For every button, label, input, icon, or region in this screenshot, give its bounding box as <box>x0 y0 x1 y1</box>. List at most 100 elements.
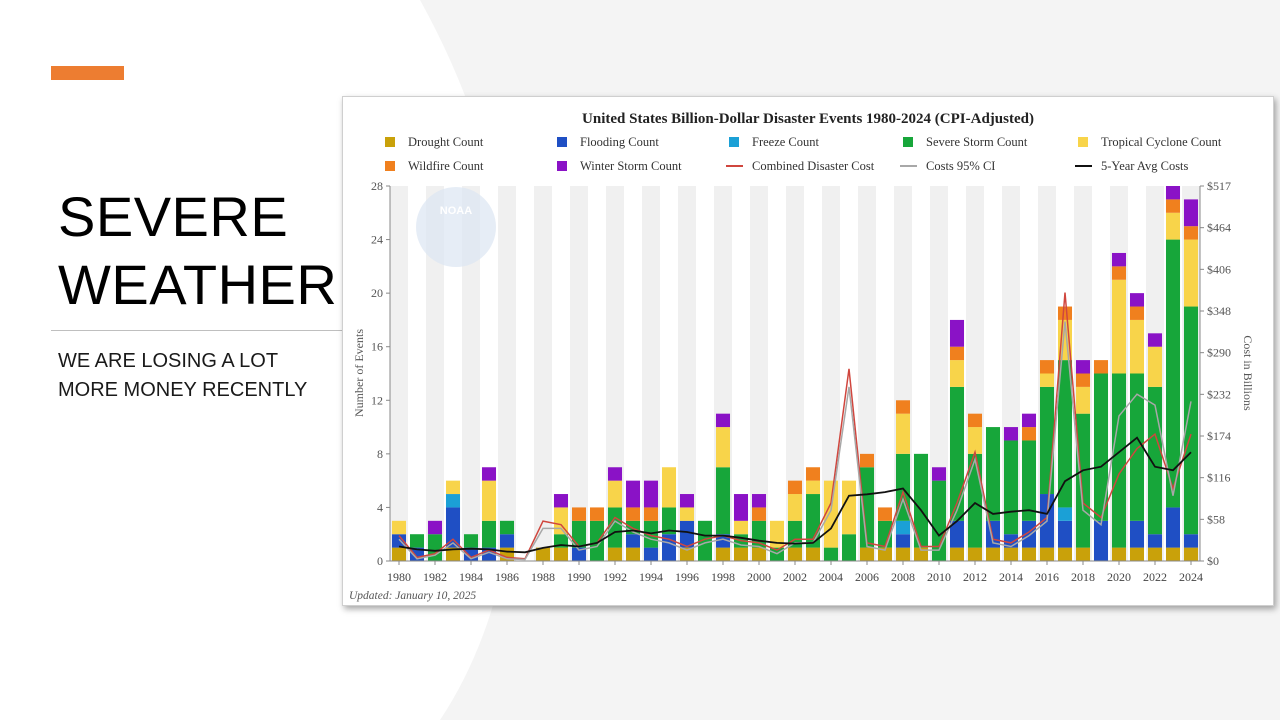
bar-segment <box>913 453 929 548</box>
x-tick-label: 2006 <box>855 570 879 584</box>
y2-tick-label: $0 <box>1207 554 1219 568</box>
bar-segment <box>715 413 731 428</box>
bar-segment <box>823 547 839 561</box>
bar-segment <box>949 360 965 387</box>
bar-segment <box>1129 319 1145 374</box>
x-tick-label: 2024 <box>1179 570 1203 584</box>
bar-segment <box>1003 547 1019 561</box>
disaster-chart: United States Billion-Dollar Disaster Ev… <box>349 111 1255 602</box>
bar-segment <box>1165 507 1181 548</box>
bar-segment <box>625 507 641 521</box>
y-axis-label: Number of Events <box>352 329 366 417</box>
bar-segment <box>607 507 623 548</box>
column-band <box>462 186 480 561</box>
y2-tick-label: $406 <box>1207 262 1231 276</box>
bar-segment <box>625 480 641 508</box>
bar-segment <box>949 520 965 548</box>
legend-label: Drought Count <box>408 135 484 149</box>
bar-segment <box>805 467 821 481</box>
y-tick-label: 4 <box>377 500 383 514</box>
bar-segment <box>787 480 803 495</box>
bar-segment <box>1057 520 1073 548</box>
column-band <box>642 186 660 561</box>
bar-segment <box>571 547 587 561</box>
x-tick-label: 1986 <box>495 570 519 584</box>
bar-segment <box>625 534 641 548</box>
bar-segment <box>949 386 965 521</box>
noaa-watermark-circle <box>416 187 496 267</box>
x-tick-label: 2012 <box>963 570 987 584</box>
column-band <box>786 186 804 561</box>
y2-tick-label: $464 <box>1207 221 1231 235</box>
bar-segment <box>409 534 425 548</box>
series-line <box>398 292 1192 560</box>
bar-segment <box>967 413 983 428</box>
x-tick-label: 2010 <box>927 570 951 584</box>
legend-swatch <box>557 137 567 147</box>
bar-segment <box>553 494 569 508</box>
legend-label: Freeze Count <box>752 135 820 149</box>
x-tick-label: 1996 <box>675 570 699 584</box>
bar-segment <box>715 427 731 468</box>
bar-segment <box>1183 534 1199 548</box>
x-tick-label: 1994 <box>639 570 663 584</box>
bar-segment <box>1003 440 1019 535</box>
bar-segment <box>499 534 515 548</box>
bar-segment <box>427 520 443 535</box>
bar-segment <box>1093 520 1109 561</box>
bar-segment <box>481 480 497 521</box>
bar-segment <box>715 467 731 535</box>
bar-segment <box>553 507 569 535</box>
title-line-2: WEATHER <box>58 253 338 316</box>
bar-segment <box>895 520 911 535</box>
x-tick-label: 1998 <box>711 570 735 584</box>
bar-segment <box>1039 547 1055 561</box>
bar-segment <box>481 520 497 548</box>
bar-segment <box>571 507 587 521</box>
y-tick-label: 0 <box>377 554 383 568</box>
bar-segment <box>589 507 605 521</box>
bar-segment <box>1165 239 1181 508</box>
legend-label: 5-Year Avg Costs <box>1101 159 1189 173</box>
bar-segment <box>1129 306 1145 320</box>
title-divider <box>51 330 351 331</box>
bar-segment <box>1057 306 1073 320</box>
y2-tick-label: $290 <box>1207 346 1231 360</box>
bar-segment <box>1039 373 1055 387</box>
bar-segment <box>1057 360 1073 508</box>
bar-segment <box>1057 507 1073 521</box>
legend-label: Tropical Cyclone Count <box>1101 135 1222 149</box>
bar-segment <box>1075 413 1091 548</box>
bar-segment <box>1147 547 1163 561</box>
column-band <box>678 186 696 561</box>
bar-segment <box>391 534 407 548</box>
bar-segment <box>841 480 857 535</box>
x-tick-label: 2018 <box>1071 570 1095 584</box>
x-tick-label: 2000 <box>747 570 771 584</box>
bar-segment <box>949 319 965 347</box>
bar-segment <box>607 467 623 481</box>
bar-segment <box>1183 199 1199 227</box>
x-tick-label: 2020 <box>1107 570 1131 584</box>
bar-segment <box>877 507 893 521</box>
bar-segment <box>895 534 911 548</box>
legend-swatch <box>1078 137 1088 147</box>
bar-segment <box>1183 226 1199 240</box>
subtitle-line-2: MORE MONEY RECENTLY <box>58 379 308 401</box>
bar-segment <box>643 507 659 521</box>
x-tick-label: 1980 <box>387 570 411 584</box>
chart-title: United States Billion-Dollar Disaster Ev… <box>582 111 1034 127</box>
bar-segment <box>895 547 911 561</box>
bar-segment <box>805 494 821 548</box>
series-line <box>398 436 1192 554</box>
bar-segment <box>463 534 479 548</box>
bar-segment <box>445 547 461 561</box>
legend-label: Costs 95% CI <box>926 159 995 173</box>
bar-segment <box>1003 427 1019 441</box>
bar-segment <box>679 507 695 521</box>
y2-tick-label: $232 <box>1207 387 1231 401</box>
bar-segment <box>679 520 695 548</box>
bar-segment <box>661 467 677 508</box>
x-tick-label: 1988 <box>531 570 555 584</box>
bar-segment <box>751 507 767 521</box>
